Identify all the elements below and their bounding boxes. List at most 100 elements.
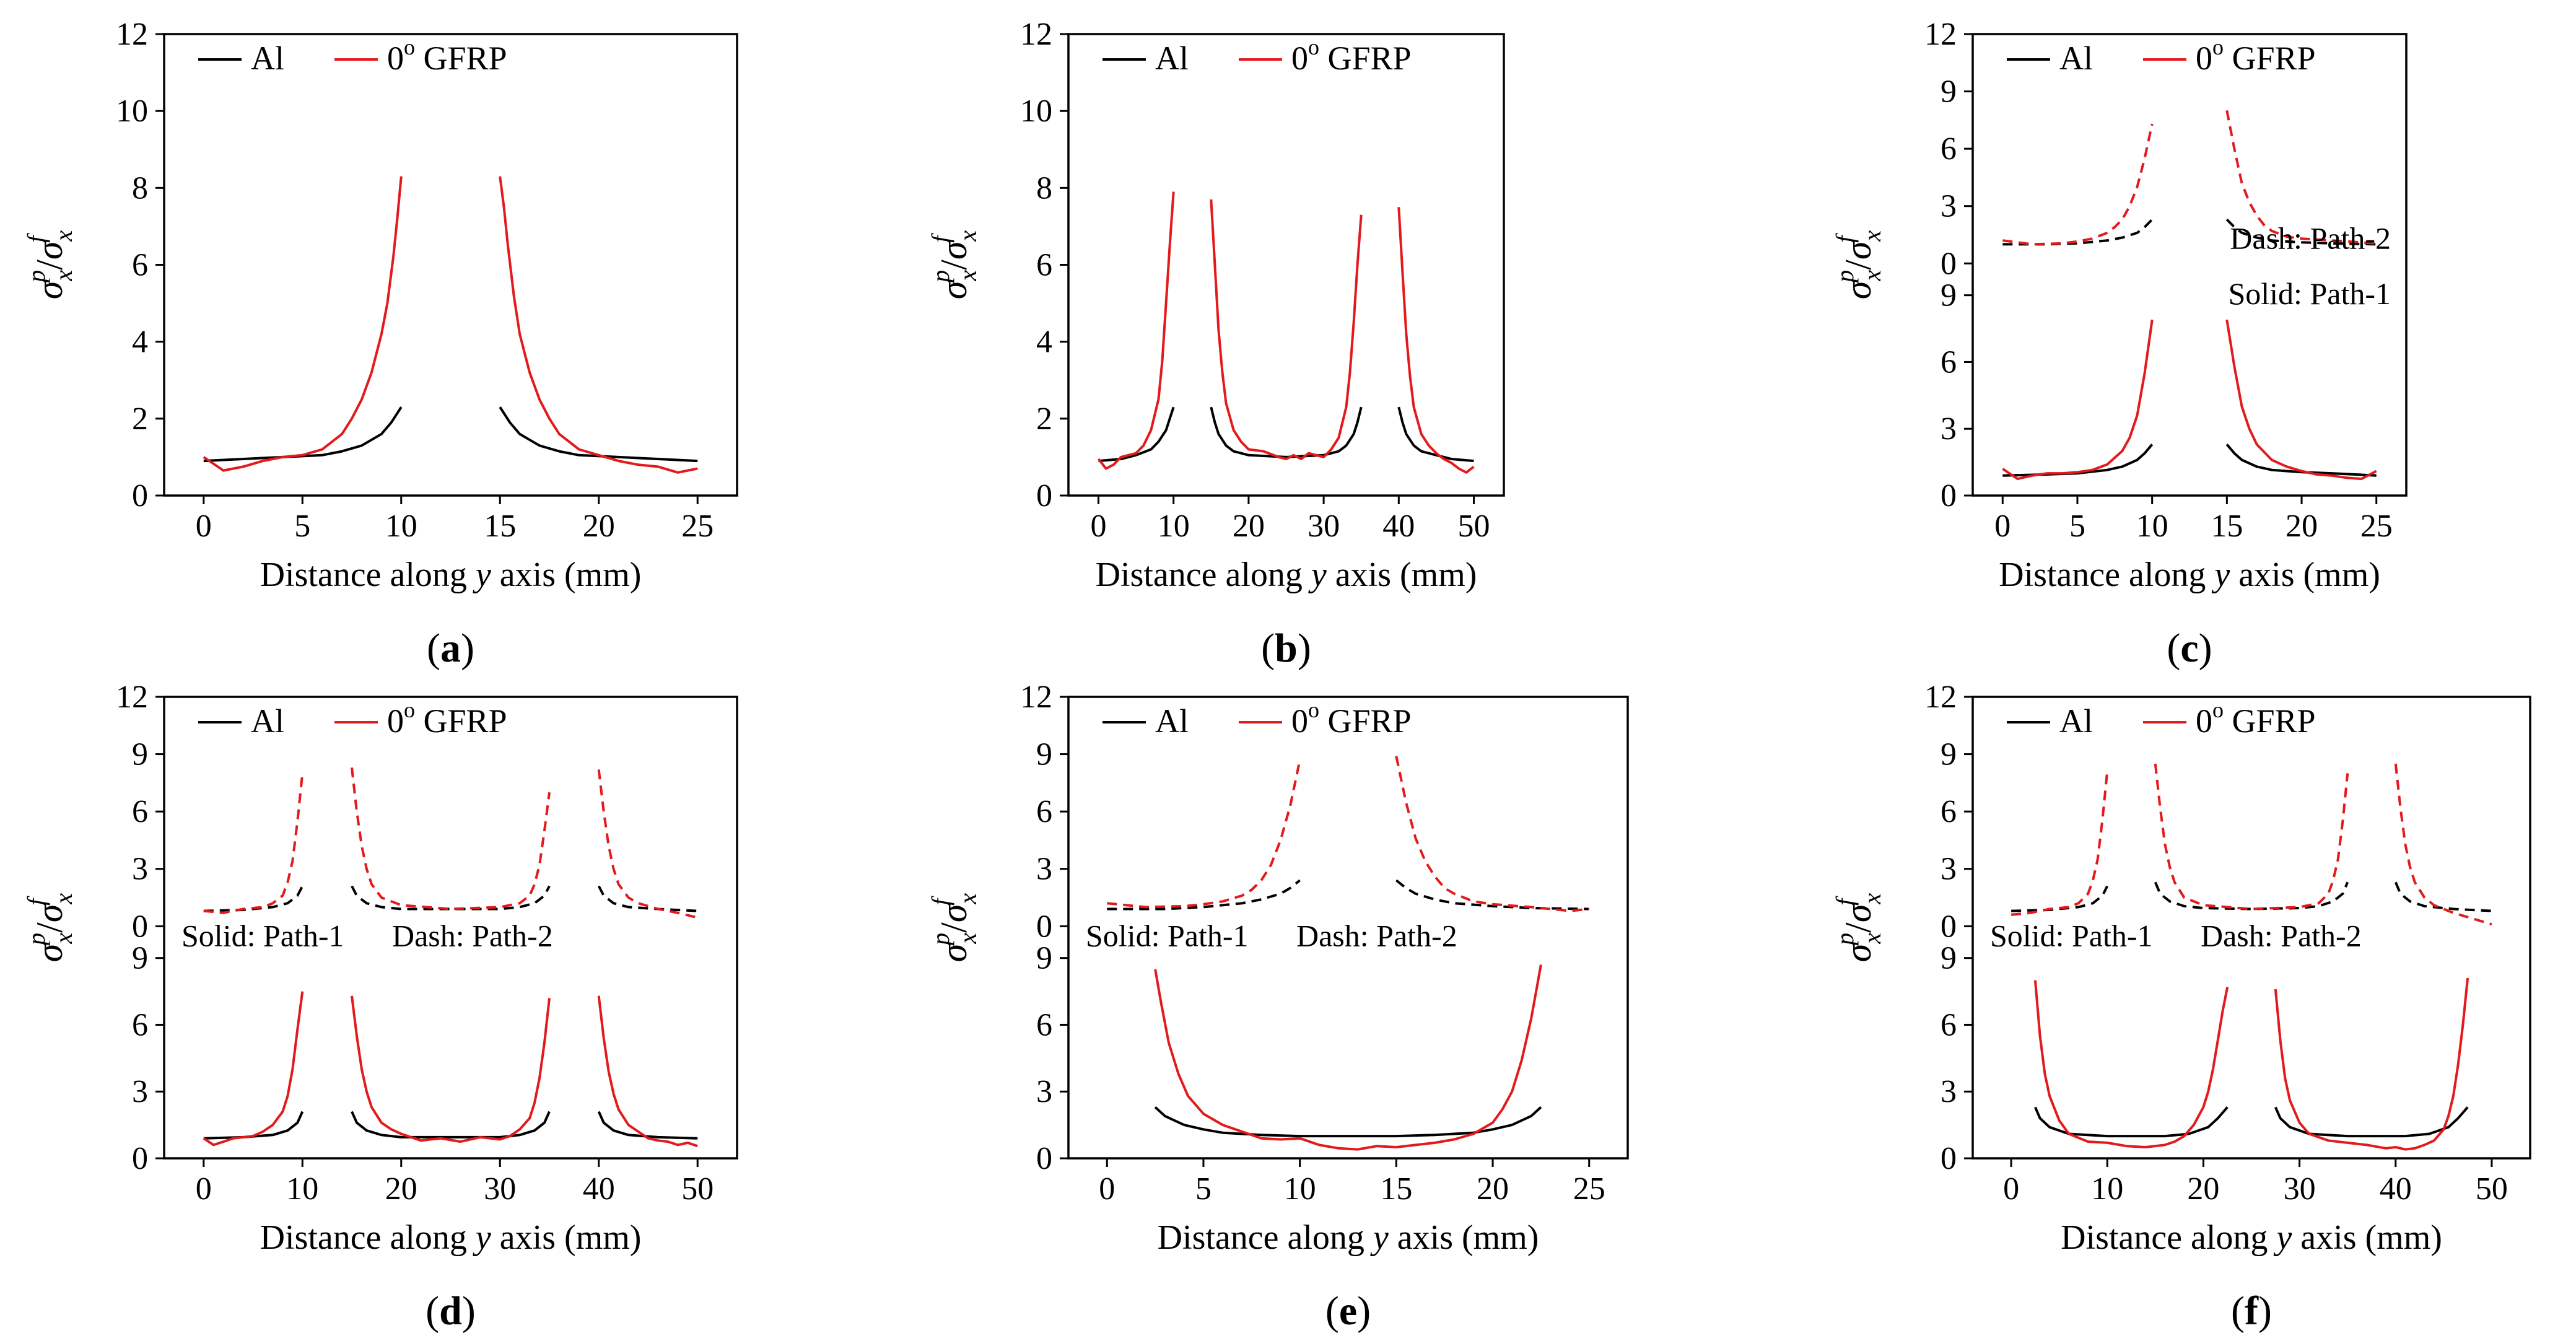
x-tick-label: 40	[583, 1171, 615, 1207]
y-tick-label: 6	[132, 794, 148, 829]
x-tick-label: 40	[1382, 509, 1415, 544]
y-axis-label: σxp/σxf	[22, 230, 77, 300]
x-tick-label: 30	[484, 1171, 516, 1207]
panel-label: (c)	[2167, 626, 2212, 671]
x-tick-label: 20	[2286, 509, 2318, 544]
legend-al-label: Al	[251, 40, 284, 77]
series-gfrp-path-2-segment	[2154, 763, 2349, 911]
y-axis-label: σxp/σxf	[1831, 230, 1886, 300]
x-tick-label: 10	[1284, 1171, 1316, 1207]
y-tick-label: 0	[1941, 1141, 1957, 1176]
series-gfrp-path-1-segment	[1154, 964, 1542, 1151]
y-tick-label: 9	[1941, 278, 1957, 313]
y-tick-label: 0	[1941, 909, 1957, 944]
y-tick-label: 12	[116, 17, 148, 52]
plot-frame	[1067, 696, 1629, 1160]
series-al-path-1-segment	[203, 1111, 304, 1140]
y-tick-label: 3	[1036, 852, 1052, 887]
x-tick-label: 15	[1380, 1171, 1412, 1207]
y-tick-label: 0	[1036, 1141, 1052, 1176]
y-tick-label: 6	[132, 1007, 148, 1042]
series-gfrp-path-2-segment	[2225, 110, 2377, 245]
y-tick-label: 3	[1941, 1074, 1957, 1109]
series-gfrp-path-2-segment	[203, 773, 304, 914]
y-tick-label: 9	[132, 941, 148, 976]
annotation-path-1: Solid: Path-1	[1990, 918, 2153, 953]
x-tick-label: 10	[385, 509, 417, 544]
series-al-path-2-segment	[2394, 881, 2492, 912]
plot-frame	[163, 33, 738, 497]
y-tick-label: 0	[132, 478, 148, 514]
series-gfrp-path-1-segment	[2225, 319, 2377, 481]
y-tick-label: 4	[132, 325, 148, 360]
x-tick-label: 15	[2211, 509, 2243, 544]
annotation-path-2: Dash: Path-2	[1296, 918, 1457, 953]
y-tick-label: 0	[132, 1141, 148, 1176]
series-gfrp-path-2-segment	[1395, 756, 1589, 912]
x-axis-label: Distance along y axis (mm)	[1158, 1218, 1539, 1257]
x-tick-label: 25	[1573, 1171, 1605, 1207]
x-tick-label: 20	[583, 509, 615, 544]
x-tick-label: 25	[681, 509, 714, 544]
y-axis-label: σxp/σxf	[927, 230, 982, 300]
series-gfrp-path-2-segment	[1107, 759, 1301, 909]
y-tick-label: 6	[1941, 344, 1957, 380]
series-al-path-1-segment	[597, 1111, 698, 1140]
y-tick-label: 12	[1020, 17, 1052, 52]
y-tick-label: 12	[1020, 680, 1052, 715]
series-al-path-1-segment	[1397, 406, 1474, 463]
y-tick-label: 9	[1941, 941, 1957, 976]
y-tick-label: 12	[1924, 17, 1957, 52]
series-al-path-1-segment	[1210, 406, 1363, 458]
series-al-path-2-segment	[2225, 218, 2377, 246]
x-tick-label: 10	[2091, 1171, 2123, 1207]
plot-frame	[163, 696, 738, 1160]
y-tick-label: 2	[132, 401, 148, 437]
chart-panel-d: 0 10 20 30 40 50 0 3 6 9 12 0 3 6 9 Al 0o GFRP Solid: Pat…	[22, 680, 738, 1333]
x-tick-label: 5	[294, 509, 310, 544]
panel-label: (b)	[1261, 626, 1311, 671]
legend-al-label: Al	[2059, 702, 2093, 740]
x-tick-label: 20	[2187, 1171, 2219, 1207]
series-gfrp-path-2-segment	[351, 767, 551, 911]
panel-label: (a)	[427, 626, 474, 671]
annotation-path-2: Dash: Path-2	[2201, 918, 2362, 953]
series-al-path-2-segment	[597, 885, 698, 912]
x-axis-label: Distance along y axis (mm)	[1096, 556, 1477, 594]
series-gfrp-path-2-segment	[597, 769, 698, 919]
x-tick-label: 50	[1458, 509, 1490, 544]
series-al-path-1-segment	[2034, 1106, 2229, 1138]
y-tick-label: 8	[1036, 170, 1052, 206]
y-tick-label: 3	[132, 852, 148, 887]
series-al-path-1-segment	[203, 406, 403, 463]
series-al-path-1-segment	[499, 406, 698, 463]
series-al-path-1-segment	[351, 1111, 551, 1139]
y-tick-label: 12	[116, 680, 148, 715]
x-tick-label: 50	[2476, 1171, 2508, 1207]
annotation-path-1: Solid: Path-1	[1086, 918, 1249, 953]
legend-gfrp-label: 0o GFRP	[387, 697, 507, 740]
y-tick-label: 10	[116, 94, 148, 129]
series-gfrp-path-1-segment	[2033, 980, 2229, 1148]
chart-panel-b: 0 10 20 30 40 50 0 2 4 6 8 10 12 Al 0o GFRP Distance al…	[927, 17, 1505, 671]
series-gfrp-path-1-segment	[1210, 199, 1363, 460]
legend-gfrp-label: 0o GFRP	[1291, 697, 1412, 740]
chart-panel-c: 0 5 10 15 20 25 0 3 6 9 12 0 3 6 9 Al 0o GFRP Dash: Path-…	[1831, 17, 2408, 671]
series-gfrp-path-1-segment	[203, 991, 304, 1147]
series-al-path-2-segment	[2002, 218, 2154, 246]
series-al-path-1-segment	[1154, 1106, 1542, 1138]
chart-panel-f: 0 10 20 30 40 50 0 3 6 9 12 0 3 6 9 Al 0o GFRP Solid: Pat…	[1831, 680, 2531, 1333]
panel-label: (e)	[1325, 1288, 1371, 1333]
y-tick-label: 0	[1941, 246, 1957, 281]
y-tick-label: 9	[1941, 74, 1957, 110]
y-tick-label: 6	[1941, 131, 1957, 167]
y-tick-label: 2	[1036, 401, 1052, 437]
legend-gfrp-label: 0o GFRP	[2196, 697, 2316, 740]
y-tick-label: 6	[1941, 1007, 1957, 1042]
series-al-path-1-segment	[2002, 444, 2154, 477]
y-tick-label: 0	[1941, 478, 1957, 514]
y-tick-label: 10	[1020, 94, 1052, 129]
series-gfrp-path-1-segment	[1097, 191, 1175, 470]
series-gfrp-path-1-segment	[499, 176, 698, 474]
